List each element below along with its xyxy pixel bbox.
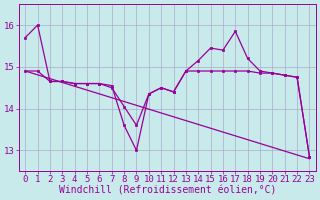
X-axis label: Windchill (Refroidissement éolien,°C): Windchill (Refroidissement éolien,°C): [59, 186, 276, 196]
